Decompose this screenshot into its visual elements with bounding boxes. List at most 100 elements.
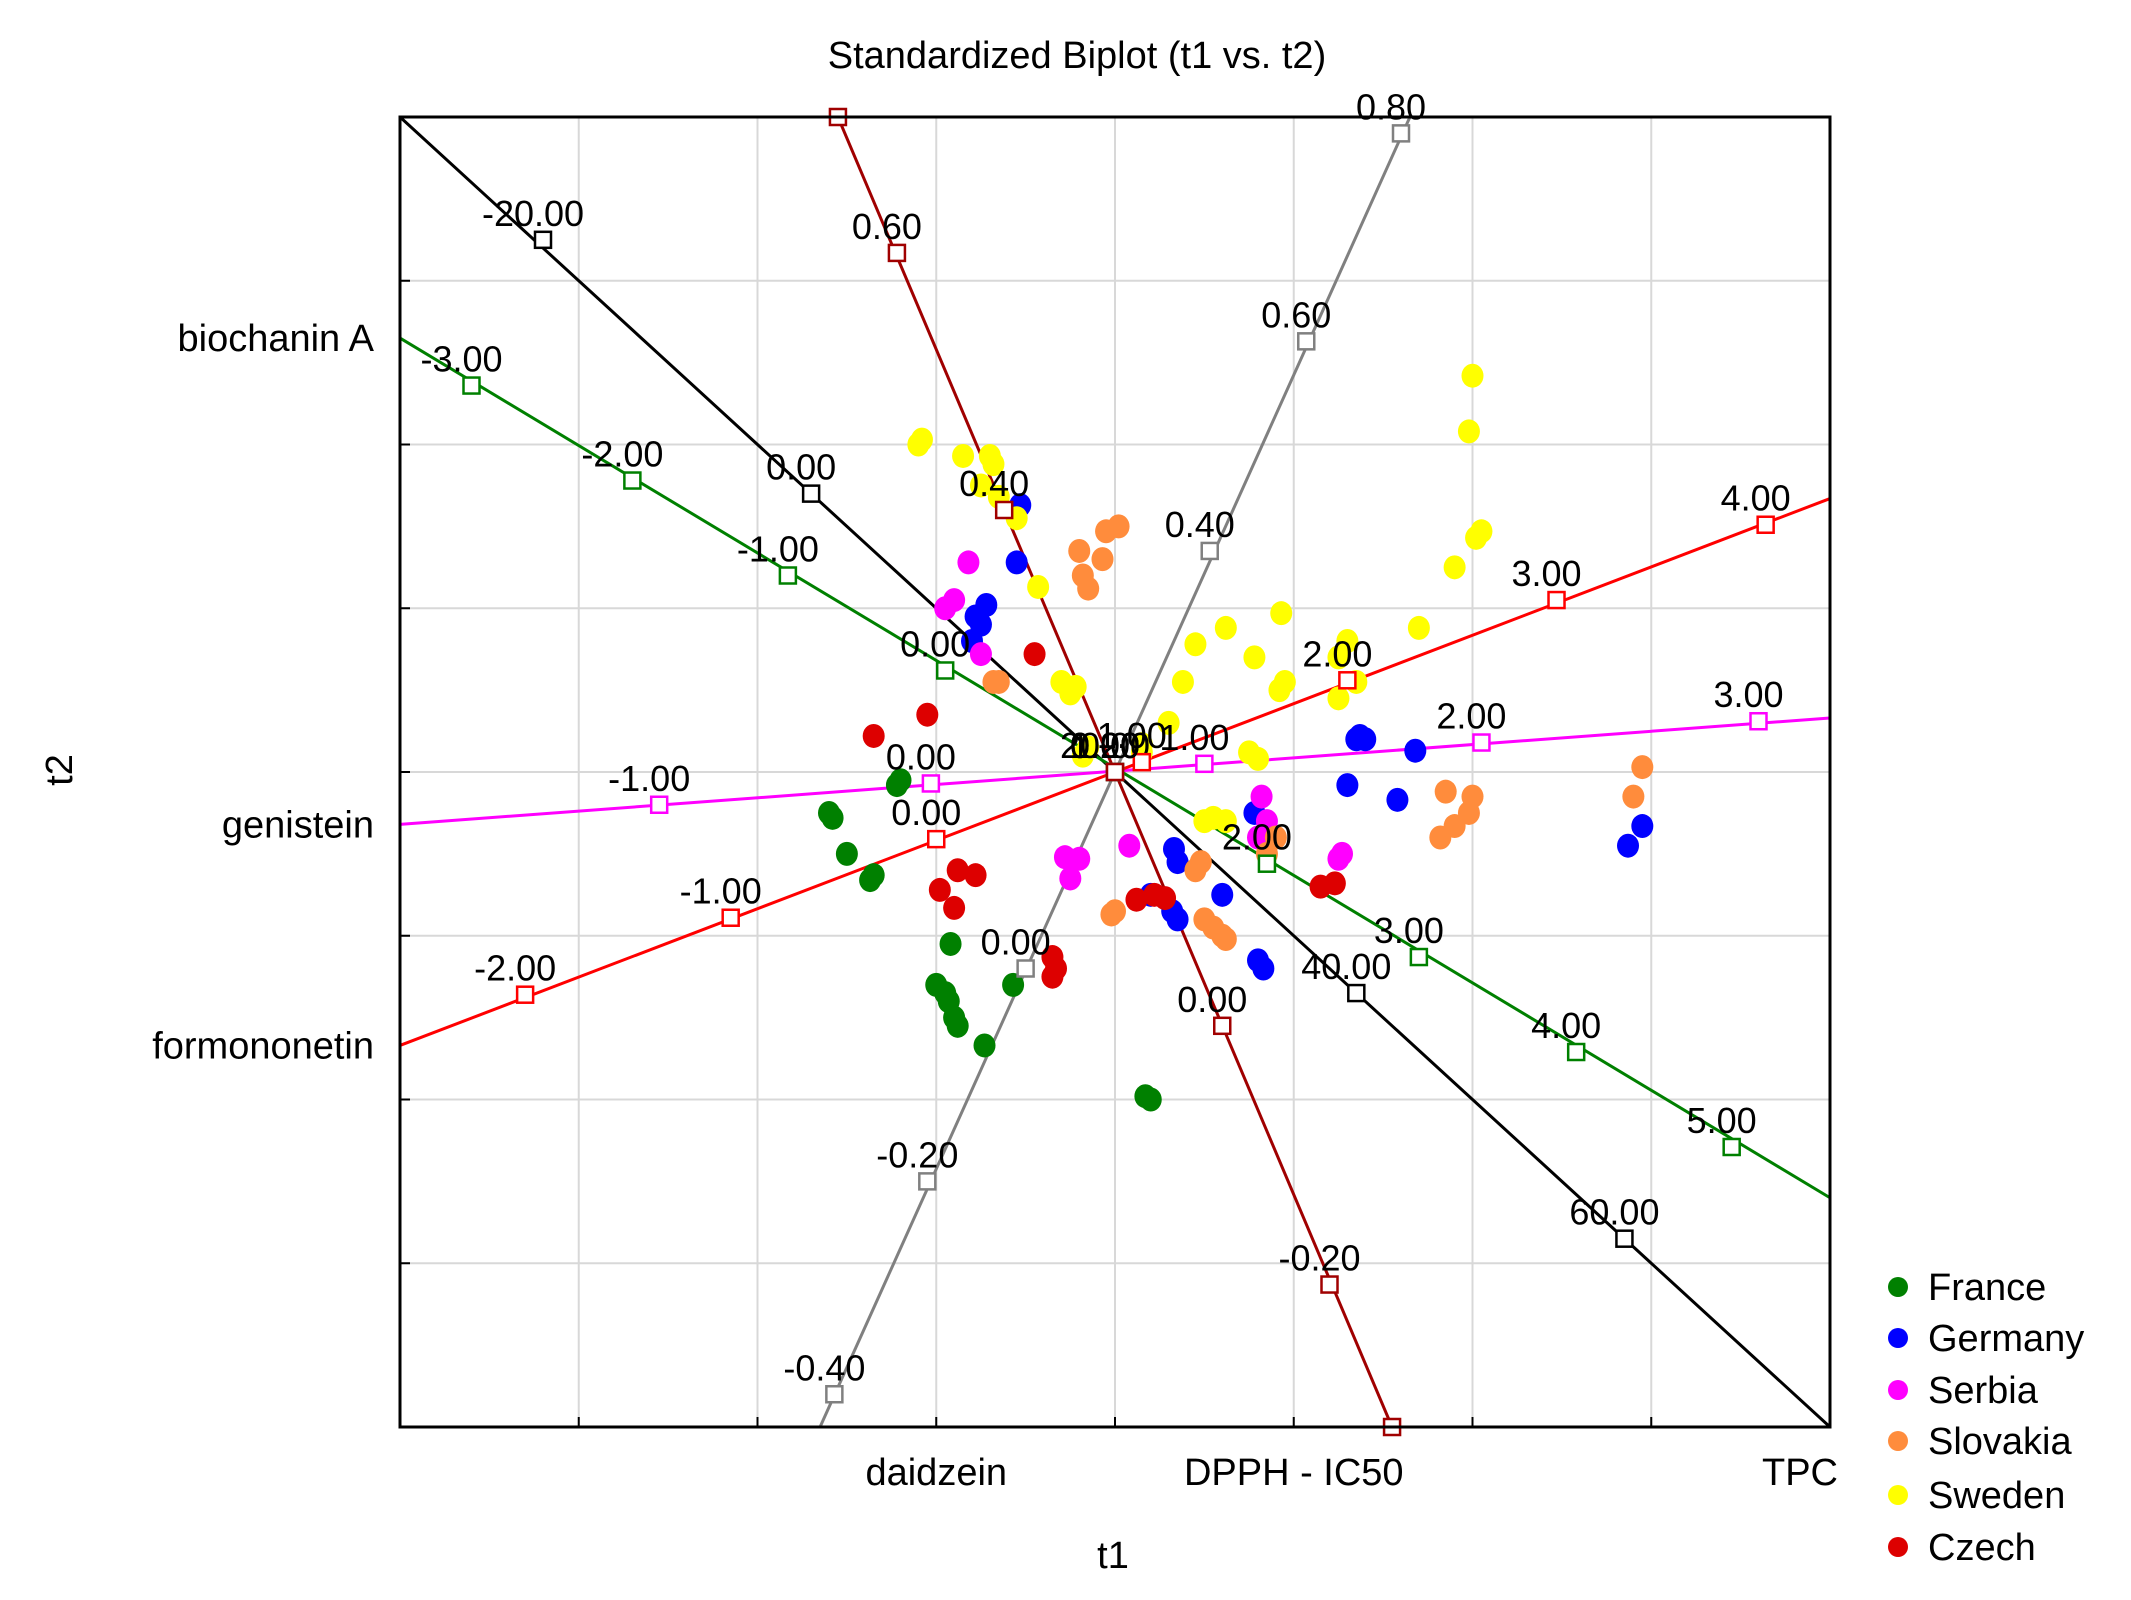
legend-item-france: France bbox=[1888, 1267, 2046, 1309]
axis-tick-label-green: 2.00 bbox=[1222, 817, 1292, 858]
axis-tick-label-darkred: 0.00 bbox=[1177, 979, 1247, 1020]
data-point-serbia bbox=[1068, 846, 1091, 871]
data-point-slovakia bbox=[1214, 927, 1237, 952]
axis-tick-label-gray: 0.40 bbox=[1165, 504, 1235, 545]
data-point-slovakia bbox=[1461, 784, 1484, 809]
x-variable-label: DPPH - IC50 bbox=[1184, 1452, 1404, 1494]
axis-tick-label-magenta: 3.00 bbox=[1713, 674, 1783, 715]
y-variable-label: genistein bbox=[222, 804, 374, 846]
axis-tick-marker-magenta bbox=[921, 774, 941, 793]
data-point-germany bbox=[1166, 907, 1189, 932]
data-point-serbia bbox=[1059, 866, 1082, 891]
axis-tick-label-black: 60.00 bbox=[1569, 1192, 1659, 1233]
legend-marker-serbia bbox=[1888, 1380, 1908, 1400]
data-point-czech bbox=[1125, 887, 1148, 912]
axis-tick-label-red: 2.00 bbox=[1302, 633, 1372, 674]
data-point-france bbox=[821, 805, 844, 830]
legend-marker-germany bbox=[1888, 1328, 1908, 1348]
data-point-germany bbox=[1386, 787, 1409, 812]
data-point-sweden bbox=[1238, 740, 1261, 765]
axis-tick-marker-green bbox=[462, 376, 481, 395]
axis-tick-label-darkred: -0.20 bbox=[1278, 1238, 1360, 1279]
axis-tick-label-red: -2.00 bbox=[474, 948, 556, 989]
axis-tick-marker-red bbox=[1132, 752, 1152, 772]
data-point-slovakia bbox=[1068, 538, 1091, 563]
axis-tick-label-darkred: 0.40 bbox=[959, 463, 1029, 504]
axis-tick-marker-darkred bbox=[1320, 1275, 1339, 1294]
x-variable-label: TPC bbox=[1762, 1452, 1838, 1494]
data-point-serbia bbox=[1118, 833, 1141, 858]
data-point-sweden bbox=[1465, 525, 1488, 550]
axis-tick-label-gray: 0.80 bbox=[1356, 86, 1426, 127]
data-point-slovakia bbox=[1184, 858, 1207, 883]
data-point-sweden bbox=[1270, 601, 1293, 626]
y-axis-label: t2 bbox=[39, 754, 81, 786]
data-point-czech bbox=[862, 723, 885, 748]
axis-tick-label-green: 0.00 bbox=[900, 623, 970, 664]
legend-item-czech: Czech bbox=[1888, 1527, 2036, 1569]
axis-tick-marker-black bbox=[1615, 1229, 1634, 1248]
axis-tick-marker-green bbox=[1566, 1042, 1586, 1062]
axis-tick-label-gray: 0.20 bbox=[1070, 725, 1140, 766]
data-point-serbia bbox=[1327, 846, 1350, 871]
axis-tick-marker-green bbox=[778, 566, 798, 585]
data-point-czech bbox=[1041, 964, 1064, 989]
data-point-slovakia bbox=[1434, 779, 1457, 804]
data-point-serbia bbox=[969, 642, 992, 667]
data-point-germany bbox=[1336, 773, 1359, 798]
axis-tick-marker-magenta bbox=[1195, 754, 1214, 774]
legend-marker-czech bbox=[1888, 1537, 1908, 1557]
series-france bbox=[818, 768, 1162, 1112]
data-point-slovakia bbox=[1095, 519, 1118, 544]
axis-tick-marker-darkred bbox=[1105, 762, 1125, 782]
data-point-sweden bbox=[1268, 678, 1291, 703]
data-point-sweden bbox=[1171, 669, 1194, 694]
axis-tick-label-black: 0.00 bbox=[766, 447, 836, 488]
legend-label-czech: Czech bbox=[1928, 1527, 2036, 1569]
series-czech bbox=[862, 642, 1346, 989]
data-point-france bbox=[973, 1033, 996, 1058]
data-point-germany bbox=[1617, 833, 1640, 858]
axis-tick-marker-gray bbox=[1297, 332, 1316, 351]
axis-tick-marker-red bbox=[1756, 515, 1775, 534]
axis-tick-label-green: -1.00 bbox=[737, 529, 819, 570]
axis-tick-label-gray: -0.20 bbox=[876, 1134, 958, 1175]
series-slovakia bbox=[982, 514, 1654, 952]
data-point-czech bbox=[1323, 871, 1346, 896]
data-point-sweden bbox=[1243, 645, 1266, 670]
plot-frame bbox=[398, 115, 1832, 1429]
axis-tick-marker-black bbox=[801, 484, 821, 503]
axis-tick-marker-gray bbox=[1016, 959, 1035, 978]
data-point-france bbox=[859, 868, 882, 893]
legend-marker-france bbox=[1888, 1277, 1908, 1297]
axis-tick-label-black: 40.00 bbox=[1301, 946, 1391, 987]
data-point-sweden bbox=[1457, 419, 1480, 444]
data-point-sweden bbox=[1407, 615, 1430, 640]
data-point-sweden bbox=[1184, 632, 1207, 657]
axis-tick-label-gray: -0.40 bbox=[783, 1347, 865, 1388]
axis-tick-marker-black bbox=[1347, 983, 1366, 1003]
axis-tick-label-green: -2.00 bbox=[581, 434, 663, 475]
data-point-serbia bbox=[957, 550, 980, 575]
data-point-slovakia bbox=[987, 669, 1010, 694]
data-point-czech bbox=[946, 858, 969, 883]
axis-tick-label-darkred: 0.20 bbox=[1070, 725, 1140, 766]
legend-item-germany: Germany bbox=[1888, 1318, 2084, 1360]
data-point-germany bbox=[1631, 814, 1654, 839]
legend-label-germany: Germany bbox=[1928, 1318, 2084, 1360]
axis-tick-marker-green bbox=[1409, 947, 1429, 967]
data-point-germany bbox=[1166, 850, 1189, 875]
axis-tick-marker-green bbox=[1722, 1137, 1741, 1157]
legend: France Germany Serbia Slovakia Sweden Cz… bbox=[1888, 1267, 2084, 1569]
data-point-czech bbox=[964, 863, 987, 888]
legend-label-sweden: Sweden bbox=[1928, 1475, 2065, 1517]
data-point-slovakia bbox=[1631, 755, 1654, 780]
data-point-sweden bbox=[1461, 363, 1484, 388]
axis-tick-marker-black bbox=[533, 230, 553, 250]
data-point-serbia bbox=[934, 596, 957, 621]
axis-tick-label-gray: 0.60 bbox=[1261, 294, 1331, 335]
legend-marker-slovakia bbox=[1888, 1431, 1908, 1451]
data-point-slovakia bbox=[1622, 784, 1645, 809]
